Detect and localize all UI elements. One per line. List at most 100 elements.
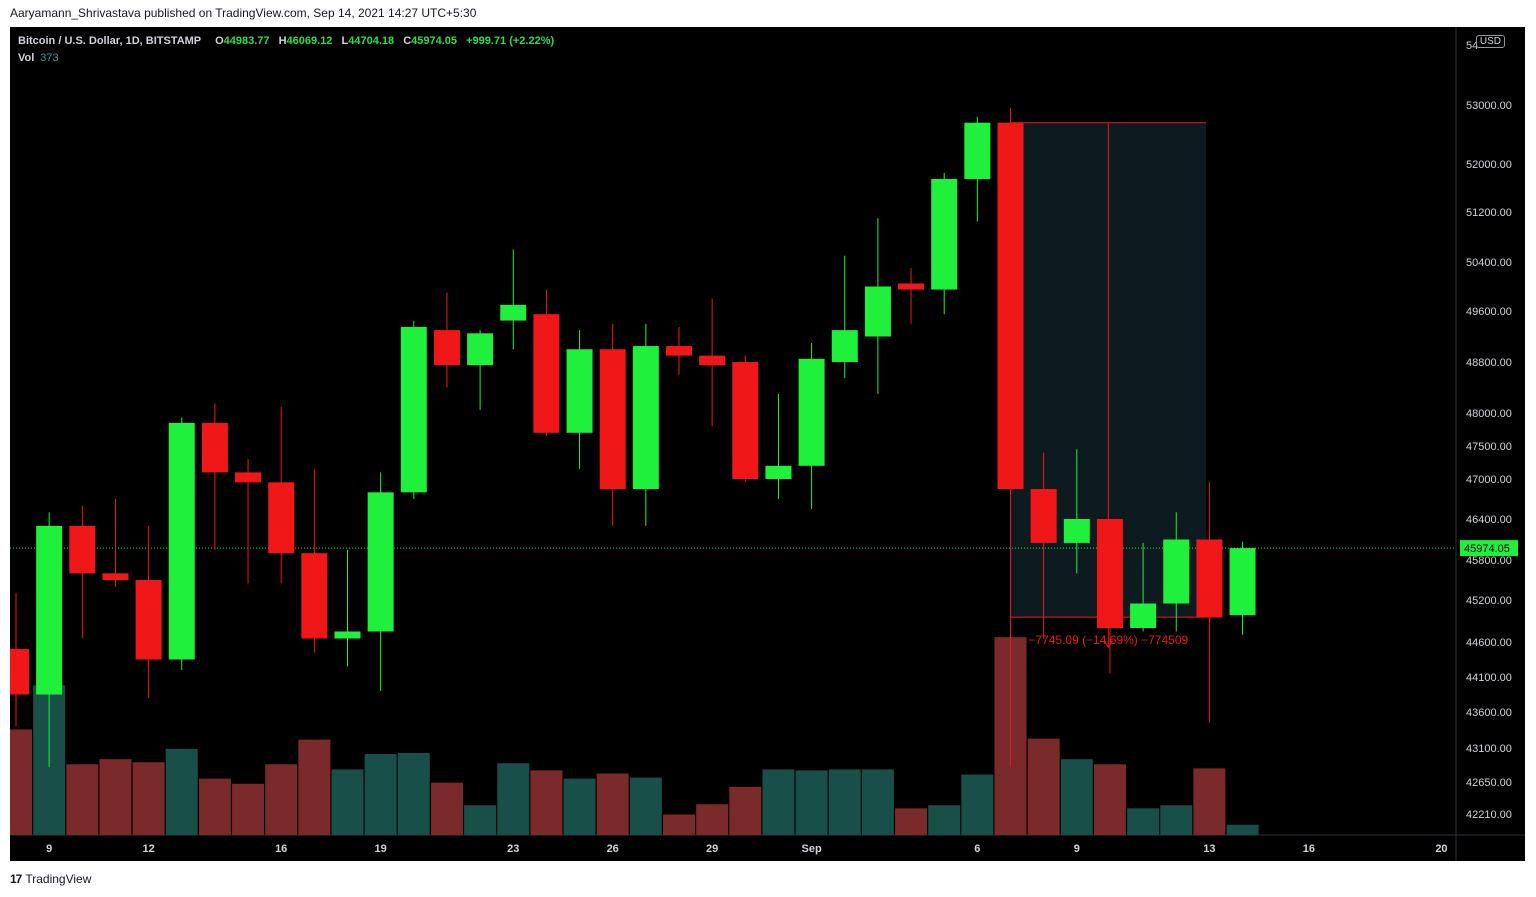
last-price-badge-text: 45974.05 [1464, 543, 1510, 555]
time-tick-label: 26 [607, 843, 619, 855]
volume-bar [10, 729, 32, 835]
candle-body [168, 422, 195, 660]
volume-bar [364, 754, 397, 835]
candle-body [1030, 489, 1057, 543]
volume-bar [132, 762, 165, 835]
volume-bar [165, 748, 198, 835]
symbol-title: Bitcoin / U.S. Dollar, 1D, BITSTAMP [18, 35, 201, 47]
candle-body [964, 122, 991, 179]
price-tick-label: 47500.00 [1466, 441, 1512, 453]
price-tick-label: 48800.00 [1466, 357, 1512, 369]
candle-body [400, 326, 427, 493]
volume-value: 373 [40, 52, 59, 64]
candle-body [102, 573, 129, 580]
candle-body [433, 330, 460, 366]
open-label: O [215, 35, 224, 47]
candle-body [135, 580, 162, 660]
volume-bar [961, 774, 994, 835]
candlestick-chart[interactable]: −7745.09 (−14.69%) −774509 53000.00 52000.… [10, 27, 1525, 861]
time-tick-label: 9 [1074, 843, 1080, 855]
price-tick-label: 47000.00 [1466, 474, 1512, 486]
candle-body [931, 179, 958, 290]
price-tick-label: 43100.00 [1466, 743, 1512, 755]
volume-bar [629, 777, 662, 835]
high-label: H [278, 35, 287, 47]
volume-bar [530, 770, 563, 835]
volume-bar [298, 739, 331, 835]
candle-body [864, 286, 891, 337]
low-label: L [341, 35, 349, 47]
candle-body [334, 631, 361, 639]
candle-body [666, 346, 692, 356]
currency-badge[interactable]: USD [1475, 35, 1505, 48]
candle-body [301, 553, 328, 639]
symbol-legend: Bitcoin / U.S. Dollar, 1D, BITSTAMP O449… [18, 35, 560, 47]
volume-bar [828, 769, 861, 835]
candle-body [467, 333, 494, 366]
close-label: C [403, 35, 412, 47]
volume-bar [99, 759, 132, 835]
candle-body [1229, 548, 1256, 616]
tradingview-logo[interactable]: 17 TradingView [10, 872, 91, 886]
volume-bar [1027, 738, 1060, 835]
tradingview-logo-text: TradingView [25, 872, 92, 886]
price-tick-label: 51200.00 [1466, 207, 1512, 219]
candle-body [1130, 603, 1157, 628]
price-tick-label: 44600.00 [1466, 637, 1512, 649]
candle-body [997, 122, 1024, 489]
price-tick-label: 45800.00 [1466, 555, 1512, 567]
candle-body [1096, 519, 1123, 628]
candle-body [699, 355, 726, 366]
candle-body [533, 314, 560, 433]
candle-body [1196, 539, 1223, 618]
volume-bar [1127, 808, 1160, 835]
last-price-badge [1460, 540, 1518, 557]
time-tick-label: 29 [706, 843, 718, 855]
high-value: 46069.12 [286, 35, 333, 47]
tradingview-logo-icon: 17 [10, 872, 22, 886]
volume-bar [861, 769, 894, 835]
time-tick-label: 9 [46, 843, 52, 855]
low-value: 44704.18 [348, 35, 395, 47]
time-tick-label: 20 [1435, 843, 1447, 855]
candle-body [268, 482, 295, 554]
volume-bar [198, 778, 231, 835]
volume-bar [232, 783, 265, 835]
volume-bar [895, 808, 928, 835]
volume-bar [1160, 805, 1193, 835]
volume-bar [928, 805, 961, 835]
volume-bar [663, 814, 695, 835]
measure-label: −7745.09 (−14.69%) −774509 [1028, 633, 1188, 647]
measure-arrow [1103, 640, 1113, 649]
time-tick-label: 6 [974, 843, 980, 855]
time-tick-label: 23 [507, 843, 519, 855]
price-tick-label: 53000.00 [1466, 100, 1512, 112]
candle-body [500, 304, 527, 321]
price-tick-label: 50400.00 [1466, 257, 1512, 269]
candle-body [566, 349, 593, 433]
price-tick-label: 44100.00 [1466, 672, 1512, 684]
volume-bar [563, 778, 596, 835]
candle-body [201, 422, 228, 473]
chart-panel[interactable]: −7745.09 (−14.69%) −774509 53000.00 52000.… [10, 27, 1525, 861]
time-tick-label: 16 [1303, 843, 1315, 855]
volume-bar [497, 763, 530, 835]
candle-body [10, 649, 29, 695]
candle-body [599, 349, 626, 489]
volume-bar [397, 753, 430, 835]
close-value: 45974.05 [411, 35, 458, 47]
candle-body [798, 358, 825, 466]
volume-legend: Vol 373 [18, 52, 59, 64]
open-value: 44983.77 [223, 35, 270, 47]
candle-body [235, 472, 262, 483]
candle-body [69, 525, 96, 574]
price-tick-label: 48000.00 [1466, 408, 1512, 420]
volume-label: Vol [18, 52, 35, 64]
volume-bar [66, 764, 99, 835]
change-value: +999.71 (+2.22%) [466, 35, 555, 47]
price-tick-label: 42210.00 [1466, 809, 1512, 821]
volume-bar [1093, 764, 1126, 835]
volume-bar [430, 782, 463, 835]
volume-bar [265, 764, 298, 835]
time-tick-label: Sep [802, 843, 822, 855]
